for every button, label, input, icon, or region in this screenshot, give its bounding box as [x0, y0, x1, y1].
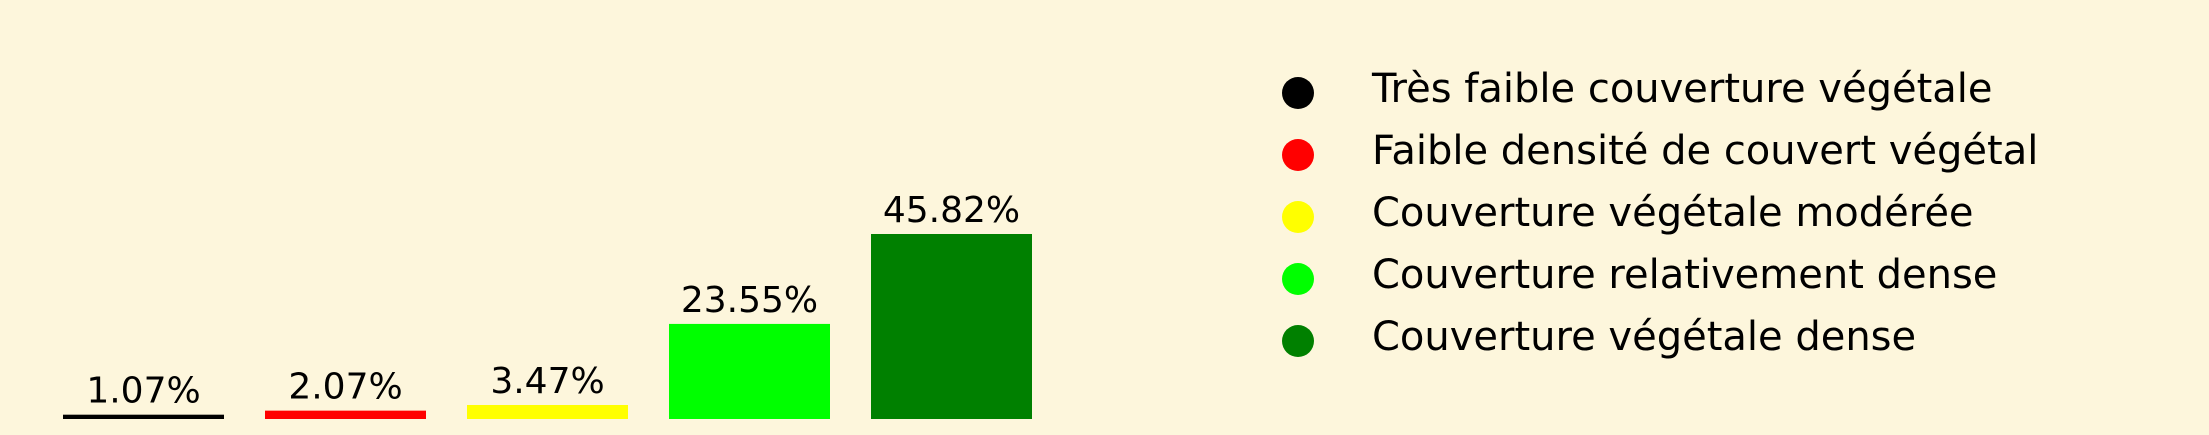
bar-1	[63, 414, 224, 419]
legend-marker-3	[1282, 201, 1314, 233]
bar-value-label-5: 45.82%	[883, 190, 1020, 231]
bar-5	[871, 234, 1032, 419]
legend-marker-1	[1282, 77, 1314, 109]
legend-label-2: Faible densité de couvert végétal	[1372, 128, 2038, 174]
legend-label-5: Couverture végétale dense	[1372, 314, 1916, 360]
legend-marker-2	[1282, 139, 1314, 171]
legend-label-4: Couverture relativement dense	[1372, 252, 1997, 298]
legend-label-3: Couverture végétale modérée	[1372, 190, 1974, 236]
legend-marker-4	[1282, 263, 1314, 295]
bar-value-label-2: 2.07%	[288, 367, 402, 408]
bar-3	[467, 404, 628, 419]
legend: Très faible couverture végétale Faible de…	[1282, 66, 2038, 360]
legend-label-1: Très faible couverture végétale	[1371, 66, 1993, 112]
bar-value-label-1: 1.07%	[86, 371, 200, 412]
bar-2	[265, 410, 426, 419]
bar-value-label-3: 3.47%	[490, 361, 604, 402]
legend-marker-5	[1282, 325, 1314, 357]
bar-4	[669, 323, 830, 419]
bars: 1.07% 2.07% 3.47% 23.55% 45.82%	[63, 190, 1032, 419]
bar-value-label-4: 23.55%	[681, 280, 818, 321]
